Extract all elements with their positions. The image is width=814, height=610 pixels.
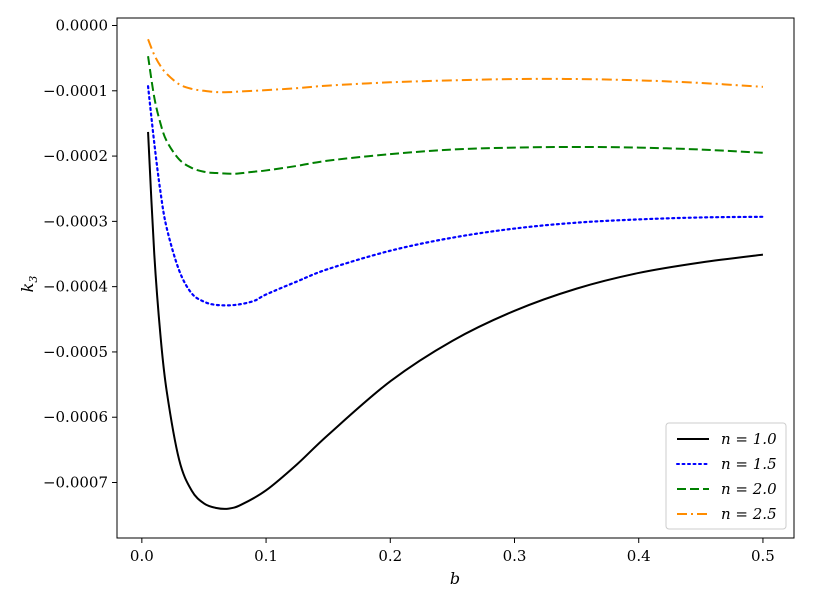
series-line-n-1-5	[146, 85, 765, 307]
y-tick-label: 0.0000	[56, 17, 109, 35]
legend: n = 1.0 n = 1.5 n = 2.0 n = 2.5	[665, 422, 787, 530]
x-axis: 0.0 0.1 0.2 0.3 0.4 0.5	[130, 538, 775, 565]
x-tick-label: 0.3	[503, 547, 527, 565]
y-tick-label: −0.0005	[43, 343, 108, 361]
y-axis: 0.0000 −0.0001 −0.0002 −0.0003 −0.0004 −0.000…	[43, 17, 117, 492]
series-layer	[146, 38, 765, 510]
y-axis-label: k3	[18, 276, 40, 293]
y-tick-label: −0.0007	[43, 474, 108, 492]
x-tick-label: 0.2	[378, 547, 402, 565]
x-axis-label: b	[450, 569, 460, 588]
legend-label-n-1-5: n = 1.5	[721, 455, 777, 473]
legend-box	[665, 422, 787, 530]
legend-label-n-2-5: n = 2.5	[721, 505, 777, 523]
x-tick-label: 0.5	[751, 547, 775, 565]
x-tick-label: 0.4	[627, 547, 651, 565]
y-axis-label-subscript: 3	[27, 276, 40, 283]
x-tick-label: 0.0	[130, 547, 154, 565]
y-tick-label: −0.0001	[43, 82, 108, 100]
y-tick-label: −0.0006	[43, 408, 108, 426]
series-line-n-2-5	[147, 38, 764, 94]
x-tick-label: 0.1	[254, 547, 278, 565]
legend-label-n-1-0: n = 1.0	[721, 430, 777, 448]
y-axis-label-main: k	[18, 283, 37, 293]
y-tick-label: −0.0004	[43, 278, 108, 296]
legend-label-n-2-0: n = 2.0	[721, 480, 777, 498]
plot-frame	[116, 17, 795, 539]
y-tick-label: −0.0003	[43, 212, 108, 230]
series-line-n-1-0	[147, 131, 764, 510]
y-tick-label: −0.0002	[43, 147, 108, 165]
